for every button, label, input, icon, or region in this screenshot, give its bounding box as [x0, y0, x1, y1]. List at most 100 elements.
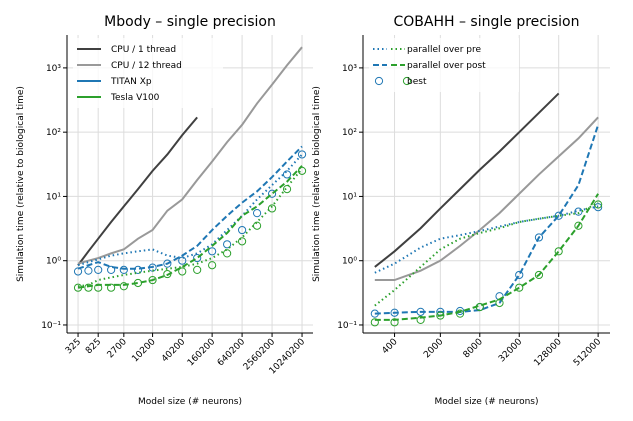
marker [297, 150, 307, 159]
marker [495, 298, 504, 308]
marker [94, 265, 103, 274]
marker [94, 283, 103, 292]
series-line [374, 116, 599, 282]
series-line [374, 201, 599, 307]
marker [455, 306, 465, 316]
y-tick-label: 10⁻¹ [337, 321, 357, 331]
marker [282, 185, 292, 194]
marker [267, 189, 277, 198]
x-tick-label: 10200 [130, 337, 158, 365]
x-tick-label: 32000 [497, 337, 525, 365]
legend-label: CPU / 12 thread [111, 61, 182, 71]
marker [554, 211, 563, 220]
marker [574, 221, 583, 230]
marker [475, 302, 484, 312]
marker [84, 266, 93, 275]
y-axis-label: Simulation time (relative to biological … [16, 86, 26, 282]
x-tick-label: 8000 [462, 337, 485, 360]
y-tick-label: 10⁰ [342, 257, 357, 267]
series-line [77, 46, 303, 265]
series-line [374, 193, 599, 321]
marker [148, 263, 157, 272]
marker [193, 253, 202, 263]
marker [163, 269, 172, 279]
marker [594, 200, 603, 209]
legend-label: parallel over post [407, 61, 486, 71]
marker [178, 267, 187, 276]
marker [297, 166, 307, 175]
x-tick-label: 128000 [532, 337, 564, 369]
marker [107, 265, 116, 274]
marker [84, 283, 93, 292]
legend-marker [402, 76, 412, 86]
series-line [77, 116, 198, 266]
marker [515, 283, 524, 292]
marker [73, 267, 83, 276]
marker [119, 282, 128, 291]
series-line [77, 165, 303, 289]
y-tick-label: 10⁰ [46, 257, 61, 267]
legend-label: Tesla V100 [110, 93, 160, 103]
x-tick-label: 2700 [106, 337, 129, 360]
marker [148, 275, 157, 285]
marker [534, 270, 544, 280]
marker [133, 265, 143, 274]
chart-title: COBAHH – single precision [394, 14, 580, 30]
marker [178, 256, 187, 265]
marker [163, 259, 172, 268]
x-tick-label: 512000 [572, 337, 604, 369]
marker [223, 249, 232, 258]
legend-marker [374, 76, 384, 86]
x-tick-label: 400 [380, 337, 399, 356]
marker [237, 237, 247, 246]
y-tick-label: 10² [46, 128, 61, 138]
y-tick-label: 10¹ [342, 192, 357, 202]
x-tick-label: 160200 [186, 337, 218, 369]
marker [119, 265, 128, 274]
x-tick-label: 40200 [160, 337, 188, 365]
subplot: 10⁻¹ 10⁰ 10¹ 10² 10³ 400 2000 8000 32000 128000 51… [312, 14, 610, 407]
x-axis-label: Model size (# neurons) [435, 397, 539, 407]
legend-label: TITAN Xp [110, 77, 152, 87]
legend-label: best [407, 77, 427, 87]
marker [416, 315, 425, 324]
marker [107, 283, 116, 292]
marker [534, 233, 544, 242]
marker [515, 270, 524, 280]
legend-label: CPU / 1 thread [111, 45, 176, 55]
marker [252, 221, 262, 230]
y-tick-label: 10⁻¹ [41, 321, 61, 331]
y-tick-label: 10³ [46, 64, 61, 74]
y-tick-label: 10³ [342, 64, 357, 74]
marker [208, 247, 217, 256]
marker [370, 318, 379, 327]
x-tick-label: 825 [84, 337, 103, 356]
series-line [77, 145, 303, 270]
marker [73, 283, 83, 292]
x-tick-label: 2000 [422, 337, 445, 360]
chart-title: Mbody – single precision [104, 14, 276, 30]
x-tick-label: 325 [64, 337, 83, 356]
marker [455, 309, 465, 318]
y-tick-label: 10¹ [46, 192, 61, 202]
marker [282, 170, 292, 179]
legend-label: parallel over pre [407, 45, 481, 55]
marker [237, 225, 247, 235]
marker [267, 204, 277, 213]
marker [252, 209, 262, 218]
x-axis-label: Model size (# neurons) [138, 397, 242, 407]
marker [208, 261, 217, 270]
marker [390, 318, 399, 327]
marker [133, 278, 143, 288]
marker [436, 311, 445, 320]
marker [416, 307, 425, 316]
series-line [374, 92, 560, 268]
subplot: 10⁻¹ 10⁰ 10¹ 10² 10³ 325 825 2700 10200 402001602… [16, 14, 313, 407]
marker [554, 247, 563, 256]
marker [223, 240, 232, 249]
marker [193, 265, 202, 274]
y-tick-label: 10² [342, 128, 357, 138]
marker [390, 308, 399, 317]
y-axis-label: Simulation time (relative to biological … [312, 86, 322, 282]
